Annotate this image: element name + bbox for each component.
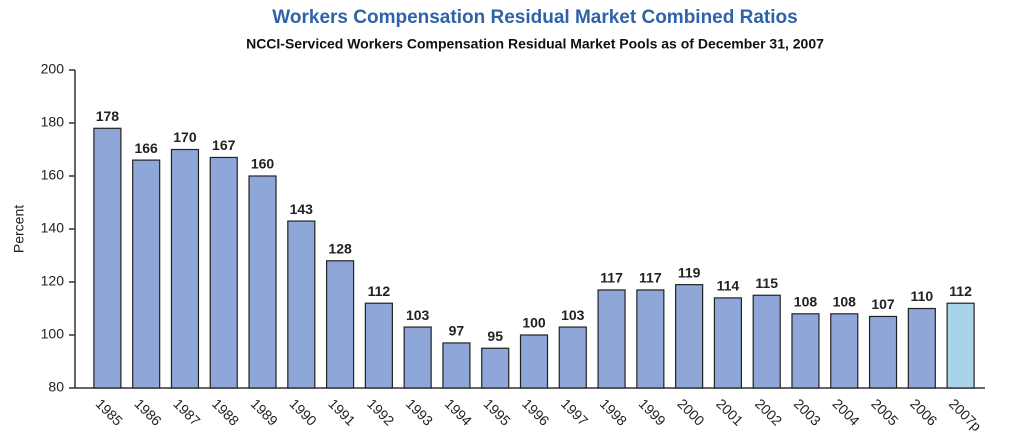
x-tick-label: 1989	[248, 395, 281, 428]
value-label: 178	[96, 108, 120, 124]
bar	[636, 289, 665, 389]
bar	[442, 342, 471, 389]
x-tick-label: 2001	[713, 395, 746, 428]
bar	[907, 307, 936, 389]
value-label: 103	[561, 307, 585, 323]
y-tick-label: 100	[41, 326, 65, 342]
x-tick-label: 2006	[907, 395, 940, 428]
bar	[713, 297, 743, 389]
chart-subtitle: NCCI-Serviced Workers Compensation Resid…	[246, 36, 824, 52]
x-tick-label: 1991	[325, 395, 358, 428]
y-tick-label: 80	[48, 379, 64, 395]
value-label: 117	[600, 270, 623, 286]
value-label: 107	[871, 296, 895, 312]
value-label: 160	[251, 156, 275, 172]
value-label: 112	[368, 283, 391, 299]
value-label: 110	[911, 288, 934, 304]
bar	[209, 156, 238, 389]
bar	[752, 294, 781, 389]
bar	[287, 220, 316, 389]
bar	[830, 313, 859, 389]
bar	[248, 175, 277, 389]
y-tick-label: 180	[41, 114, 65, 130]
x-tick-label: 1993	[403, 395, 436, 428]
bar	[597, 289, 626, 389]
x-tick-label: 1985	[93, 395, 126, 428]
x-tick-label: 1999	[636, 395, 669, 428]
value-label: 143	[290, 201, 314, 217]
value-label: 108	[794, 294, 818, 310]
x-tick-label: 2002	[752, 395, 785, 428]
bar	[519, 334, 549, 389]
bar	[558, 326, 587, 389]
bar	[132, 159, 161, 389]
x-tick-label: 1996	[519, 395, 552, 428]
y-tick-label: 120	[41, 273, 65, 289]
x-tick-label: 1994	[442, 395, 475, 428]
bar	[93, 127, 122, 389]
value-label: 167	[212, 137, 236, 153]
value-label: 170	[173, 129, 197, 145]
value-label: 166	[134, 140, 158, 156]
x-tick-label: 1986	[131, 395, 164, 428]
x-tick-label: 1995	[480, 395, 513, 428]
y-tick-label: 140	[41, 220, 65, 236]
bar	[325, 260, 355, 389]
value-label: 100	[522, 315, 546, 331]
value-label: 108	[833, 294, 857, 310]
x-tick-label: 2007p	[946, 395, 985, 434]
x-tick-label: 1997	[558, 395, 591, 428]
value-label: 119	[678, 264, 701, 280]
bar	[364, 302, 393, 389]
x-tick-label: 1998	[597, 395, 630, 428]
value-label: 114	[717, 278, 740, 294]
x-tick-label: 2004	[830, 395, 863, 428]
value-label: 97	[449, 323, 465, 339]
bar	[946, 302, 975, 389]
value-label: 128	[328, 241, 352, 257]
bar	[868, 315, 898, 389]
bar	[403, 326, 432, 389]
value-label: 95	[487, 328, 503, 344]
bar	[170, 148, 200, 389]
x-tick-label: 2000	[674, 395, 707, 428]
x-tick-label: 1990	[287, 395, 320, 428]
x-tick-label: 1987	[170, 395, 203, 428]
bar	[791, 313, 820, 389]
value-label: 112	[949, 283, 972, 299]
bar	[481, 347, 510, 389]
y-tick-label: 200	[41, 61, 65, 77]
bar	[675, 284, 704, 389]
value-label: 115	[755, 275, 778, 291]
value-label: 117	[639, 270, 662, 286]
x-tick-label: 2003	[791, 395, 824, 428]
y-tick-label: 160	[41, 167, 65, 183]
x-tick-label: 1992	[364, 395, 397, 428]
value-label: 103	[406, 307, 430, 323]
x-tick-label: 1988	[209, 395, 242, 428]
x-tick-label: 2005	[868, 395, 901, 428]
y-axis-label: Percent	[11, 205, 27, 253]
chart-title: Workers Compensation Residual Market Com…	[272, 7, 797, 28]
